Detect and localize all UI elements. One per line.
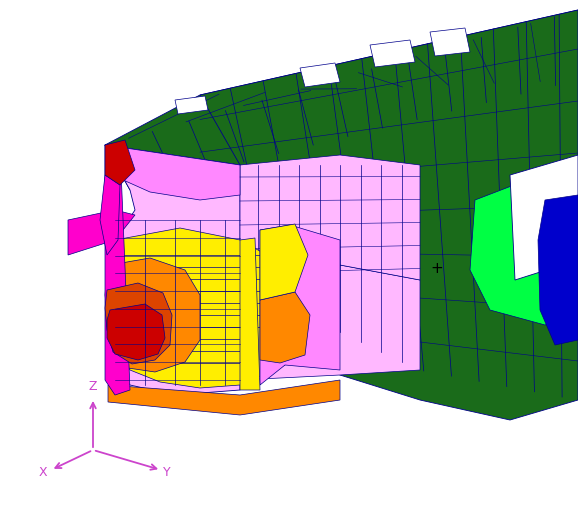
Polygon shape bbox=[105, 140, 135, 185]
Polygon shape bbox=[106, 258, 200, 372]
Polygon shape bbox=[260, 224, 308, 300]
Polygon shape bbox=[107, 304, 165, 360]
Polygon shape bbox=[105, 145, 240, 395]
Text: Y: Y bbox=[163, 466, 171, 478]
Polygon shape bbox=[430, 28, 470, 56]
Polygon shape bbox=[105, 228, 290, 388]
Polygon shape bbox=[260, 225, 340, 385]
Text: +: + bbox=[431, 261, 443, 275]
Polygon shape bbox=[510, 155, 578, 280]
Polygon shape bbox=[105, 145, 130, 395]
Polygon shape bbox=[68, 210, 135, 255]
Polygon shape bbox=[200, 10, 578, 420]
Polygon shape bbox=[538, 195, 578, 345]
Polygon shape bbox=[260, 292, 310, 363]
Polygon shape bbox=[240, 238, 260, 390]
Polygon shape bbox=[370, 40, 415, 67]
Polygon shape bbox=[175, 96, 208, 114]
Polygon shape bbox=[240, 265, 420, 380]
Polygon shape bbox=[470, 175, 578, 325]
Polygon shape bbox=[105, 283, 172, 364]
Polygon shape bbox=[105, 10, 578, 190]
Text: X: X bbox=[38, 466, 47, 478]
Polygon shape bbox=[300, 63, 340, 87]
Polygon shape bbox=[105, 145, 240, 200]
Polygon shape bbox=[108, 380, 340, 415]
Text: Z: Z bbox=[89, 380, 97, 393]
Polygon shape bbox=[100, 175, 120, 255]
Polygon shape bbox=[240, 155, 420, 285]
